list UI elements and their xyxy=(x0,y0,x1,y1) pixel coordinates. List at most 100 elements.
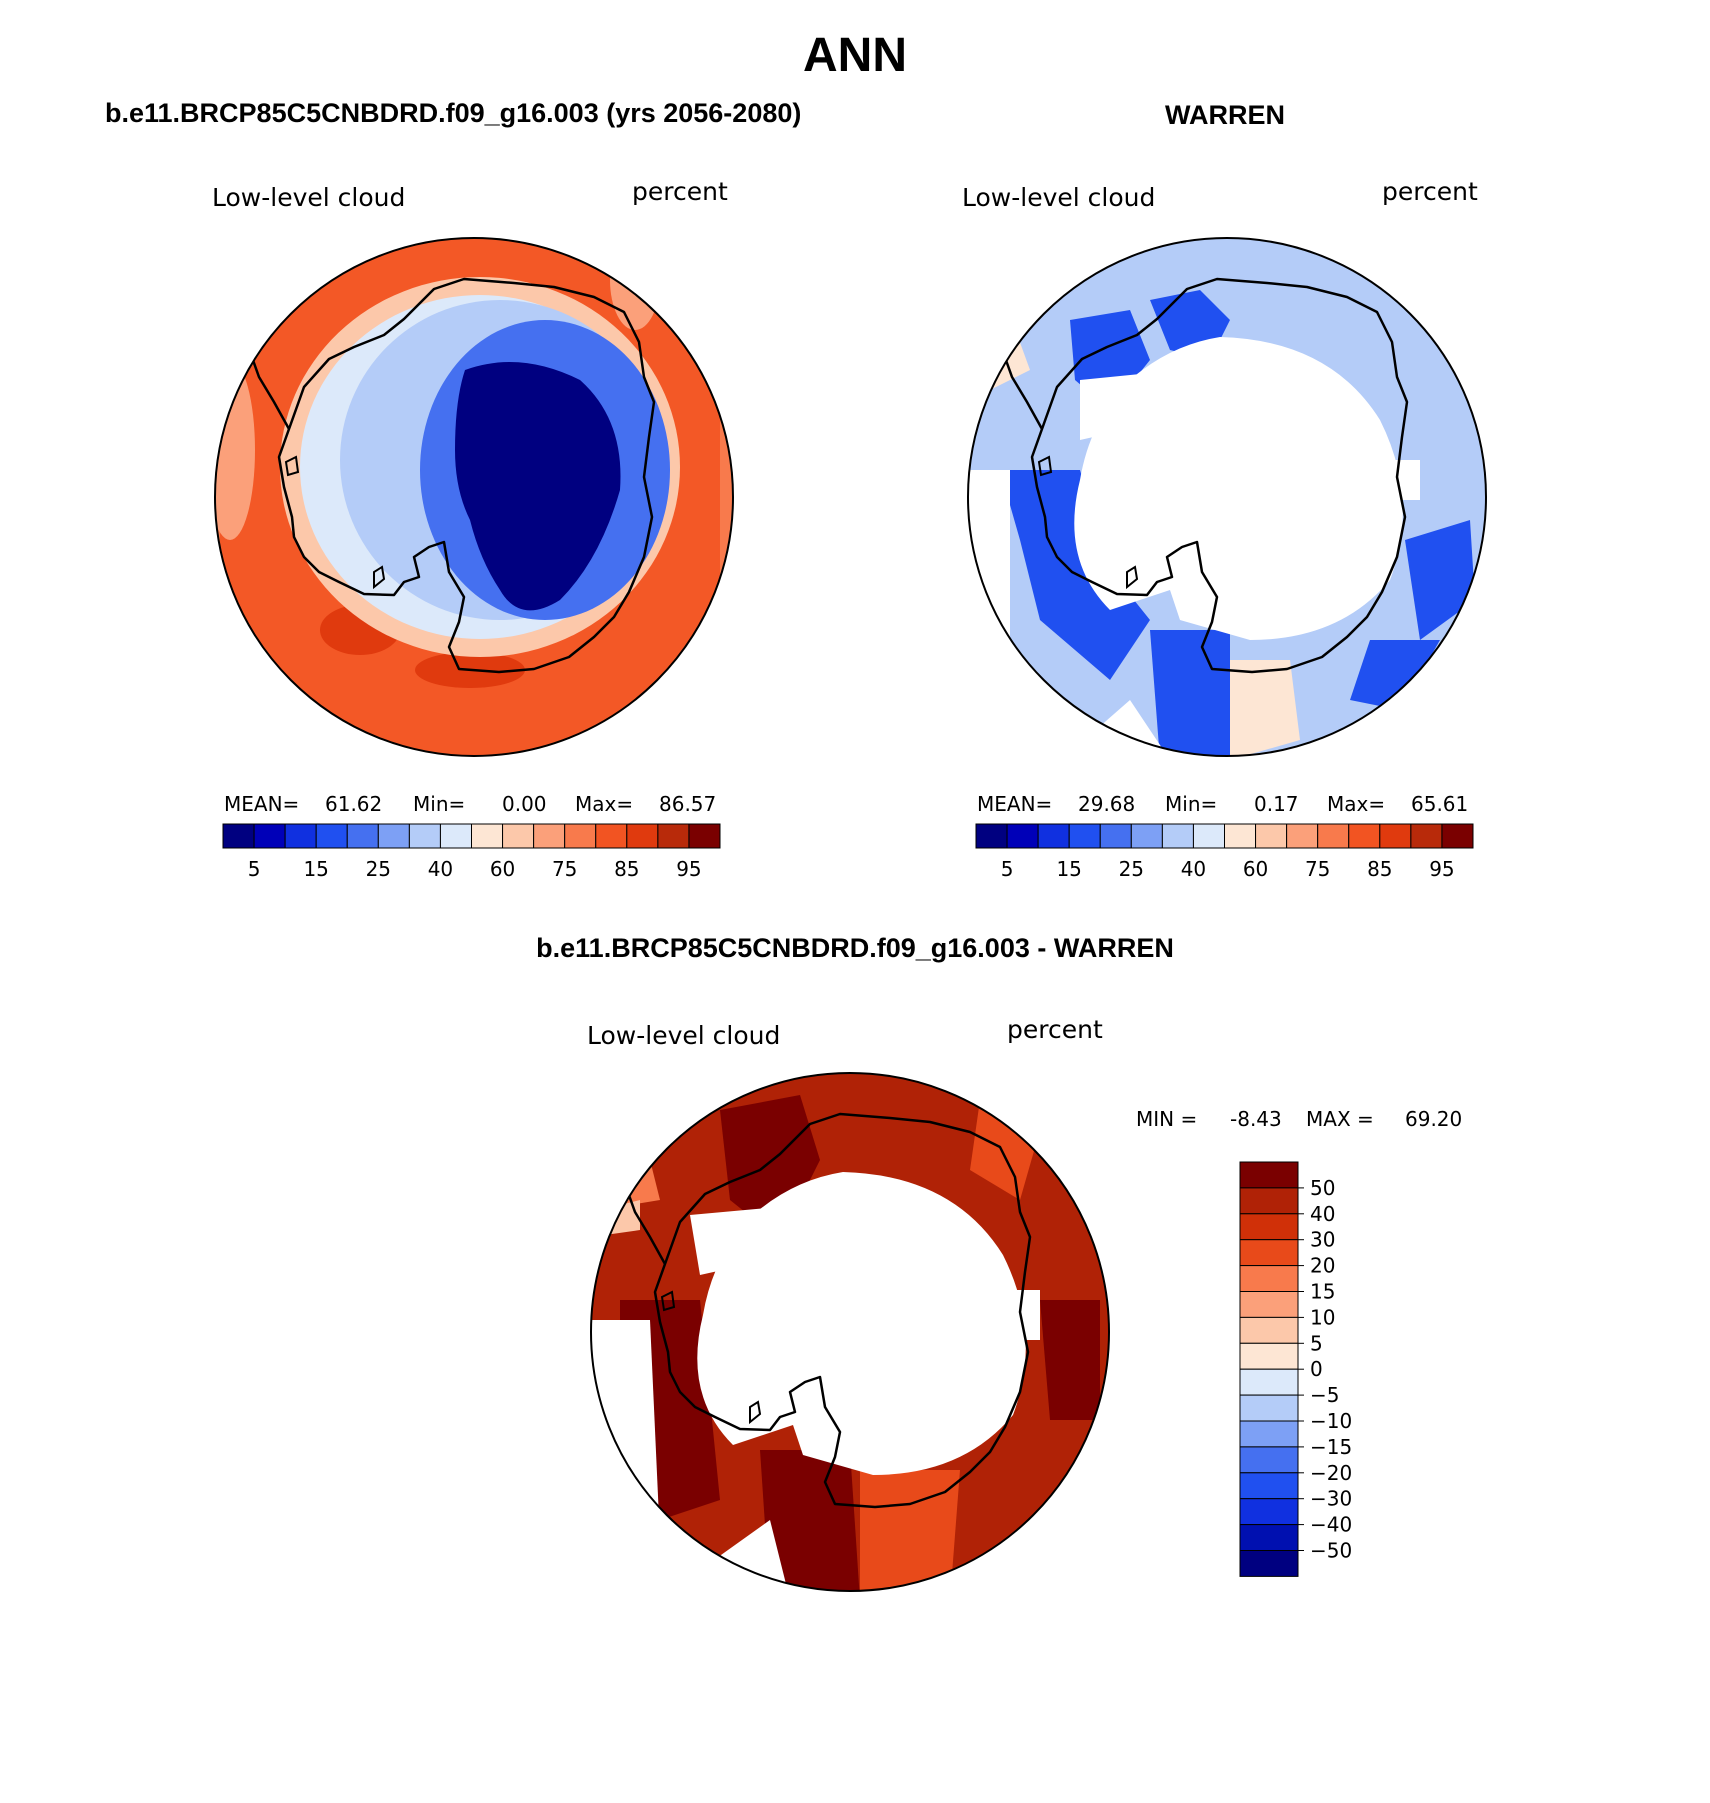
diff-variable-label: Low-level cloud xyxy=(587,1021,781,1050)
diff-colorbar-box-15 xyxy=(1239,1550,1299,1577)
obs-colorbar-tick-label: 60 xyxy=(1243,857,1268,881)
model-min-value: 0.00 xyxy=(502,792,547,816)
obs-field-missing-east xyxy=(1370,460,1420,500)
diff-field-patch-6 xyxy=(860,1470,960,1591)
model-colorbar-tick-label: 25 xyxy=(366,857,391,881)
model-colorbar-box-8 xyxy=(471,823,504,849)
diff-map-border xyxy=(590,1072,1110,1592)
diff-colorbar-tick-label: 5 xyxy=(1310,1331,1323,1355)
model-max-value: 86.57 xyxy=(659,792,717,816)
diff-colorbar-box-4 xyxy=(1239,1265,1299,1292)
model-min-label: Min= xyxy=(413,792,466,816)
diff-units-label: percent xyxy=(1007,1015,1103,1044)
diff-map xyxy=(591,1073,1109,1591)
diff-colorbar-box-5 xyxy=(1239,1291,1299,1318)
model-colorbar-tick-label: 40 xyxy=(428,857,453,881)
model-map-border xyxy=(214,237,734,757)
obs-field-missing-west xyxy=(968,470,1010,756)
model-mean-label: MEAN= xyxy=(224,792,300,816)
diff-colorbar-tick-label: 15 xyxy=(1310,1280,1335,1304)
diff-colorbar-tick-label: 30 xyxy=(1310,1228,1335,1252)
obs-min-value: 0.17 xyxy=(1254,792,1299,816)
diff-colorbar-box-6 xyxy=(1239,1316,1299,1344)
obs-colorbar-tick-label: 75 xyxy=(1305,857,1330,881)
obs-colorbar-box-10 xyxy=(1286,823,1319,849)
model-mean-value: 61.62 xyxy=(325,792,383,816)
model-field-west-band xyxy=(215,360,255,540)
main-title: ANN xyxy=(803,29,907,82)
model-max-label: Max= xyxy=(575,792,634,816)
obs-colorbar: 5 15 25 40 60 75 85 95 xyxy=(975,823,1474,881)
obs-colorbar-box-11 xyxy=(1317,823,1350,849)
diff-colorbar-box-12 xyxy=(1239,1472,1299,1500)
obs-variable-label: Low-level cloud xyxy=(962,183,1156,212)
diff-colorbar-tick-label: 40 xyxy=(1310,1202,1335,1226)
obs-colorbar-tick-label: 25 xyxy=(1119,857,1144,881)
obs-map xyxy=(968,238,1486,756)
diff-max-value: 69.20 xyxy=(1405,1107,1463,1131)
diff-colorbar-tick-label: 10 xyxy=(1310,1305,1335,1329)
obs-colorbar-box-8 xyxy=(1224,823,1257,849)
obs-field-patch-7 xyxy=(1350,640,1440,710)
obs-field-patch-4 xyxy=(1150,630,1230,756)
diff-field-patch-5 xyxy=(591,1120,660,1210)
diff-colorbar-box-3 xyxy=(1239,1239,1299,1267)
model-field-interior-min xyxy=(455,362,621,611)
diff-colorbar-tick-label: 50 xyxy=(1310,1176,1335,1200)
obs-colorbar-box-9 xyxy=(1255,823,1288,849)
obs-min-label: Min= xyxy=(1165,792,1218,816)
obs-field-patch-5 xyxy=(1230,660,1300,756)
obs-colorbar-box-15 xyxy=(1441,823,1474,849)
diff-colorbar-box-7 xyxy=(1239,1342,1299,1370)
diff-colorbar-tick-label: 0 xyxy=(1310,1357,1323,1381)
diff-max-label: MAX = xyxy=(1306,1107,1374,1131)
obs-colorbar-box-7 xyxy=(1192,823,1225,849)
obs-field-missing-nw xyxy=(1080,370,1180,440)
model-colorbar-box-7 xyxy=(439,823,472,849)
obs-colorbar-box-12 xyxy=(1348,823,1381,849)
obs-field-patch-6 xyxy=(1405,520,1475,640)
obs-mean-label: MEAN= xyxy=(977,792,1053,816)
obs-colorbar-tick-label: 5 xyxy=(1001,857,1014,881)
model-colorbar-tick-label: 85 xyxy=(614,857,639,881)
diff-colorbar-box-13 xyxy=(1239,1498,1299,1526)
model-colorbar-box-15 xyxy=(688,823,721,849)
diff-field-missing-west xyxy=(591,1320,660,1560)
diff-field-patch-8 xyxy=(600,1200,640,1235)
diff-colorbar-tick-label: 20 xyxy=(1310,1254,1335,1278)
obs-colorbar-box-5 xyxy=(1130,823,1163,849)
diff-colorbar-box-11 xyxy=(1239,1446,1299,1474)
obs-colorbar-box-6 xyxy=(1161,823,1194,849)
obs-field-patch-3 xyxy=(1000,470,1150,680)
model-colorbar-box-3 xyxy=(315,823,348,849)
model-colorbar-box-2 xyxy=(284,823,317,849)
model-colorbar-box-6 xyxy=(408,823,441,849)
model-variable-label: Low-level cloud xyxy=(212,183,406,212)
model-colorbar-tick-label: 75 xyxy=(552,857,577,881)
obs-colorbar-tick-label: 85 xyxy=(1367,857,1392,881)
model-colorbar-box-9 xyxy=(502,823,535,849)
model-colorbar-box-1 xyxy=(253,823,286,849)
model-colorbar-box-12 xyxy=(595,823,628,849)
obs-colorbar-tick-label: 15 xyxy=(1056,857,1081,881)
diff-colorbar-box-9 xyxy=(1239,1394,1299,1422)
diff-min-label: MIN = xyxy=(1136,1107,1198,1131)
diff-colorbar-box-2 xyxy=(1239,1213,1299,1241)
model-colorbar-tick-label: 5 xyxy=(248,857,261,881)
model-map xyxy=(215,238,733,756)
model-colorbar: 5 15 25 40 60 75 85 95 xyxy=(222,823,721,881)
diff-field-patch-4 xyxy=(1040,1300,1100,1420)
diff-colorbar-box-14 xyxy=(1239,1524,1299,1551)
model-units-label: percent xyxy=(632,177,728,206)
obs-max-label: Max= xyxy=(1327,792,1386,816)
obs-colorbar-box-3 xyxy=(1068,823,1101,849)
obs-panel-subtitle: WARREN xyxy=(1165,100,1285,130)
obs-colorbar-tick-label: 95 xyxy=(1429,857,1454,881)
obs-colorbar-box-4 xyxy=(1099,823,1132,849)
diff-min-value: -8.43 xyxy=(1230,1107,1282,1131)
diff-colorbar-box-1 xyxy=(1239,1187,1299,1215)
obs-colorbar-box-2 xyxy=(1037,823,1070,849)
diff-colorbar-box-0 xyxy=(1239,1161,1299,1189)
obs-colorbar-box-1 xyxy=(1006,823,1039,849)
